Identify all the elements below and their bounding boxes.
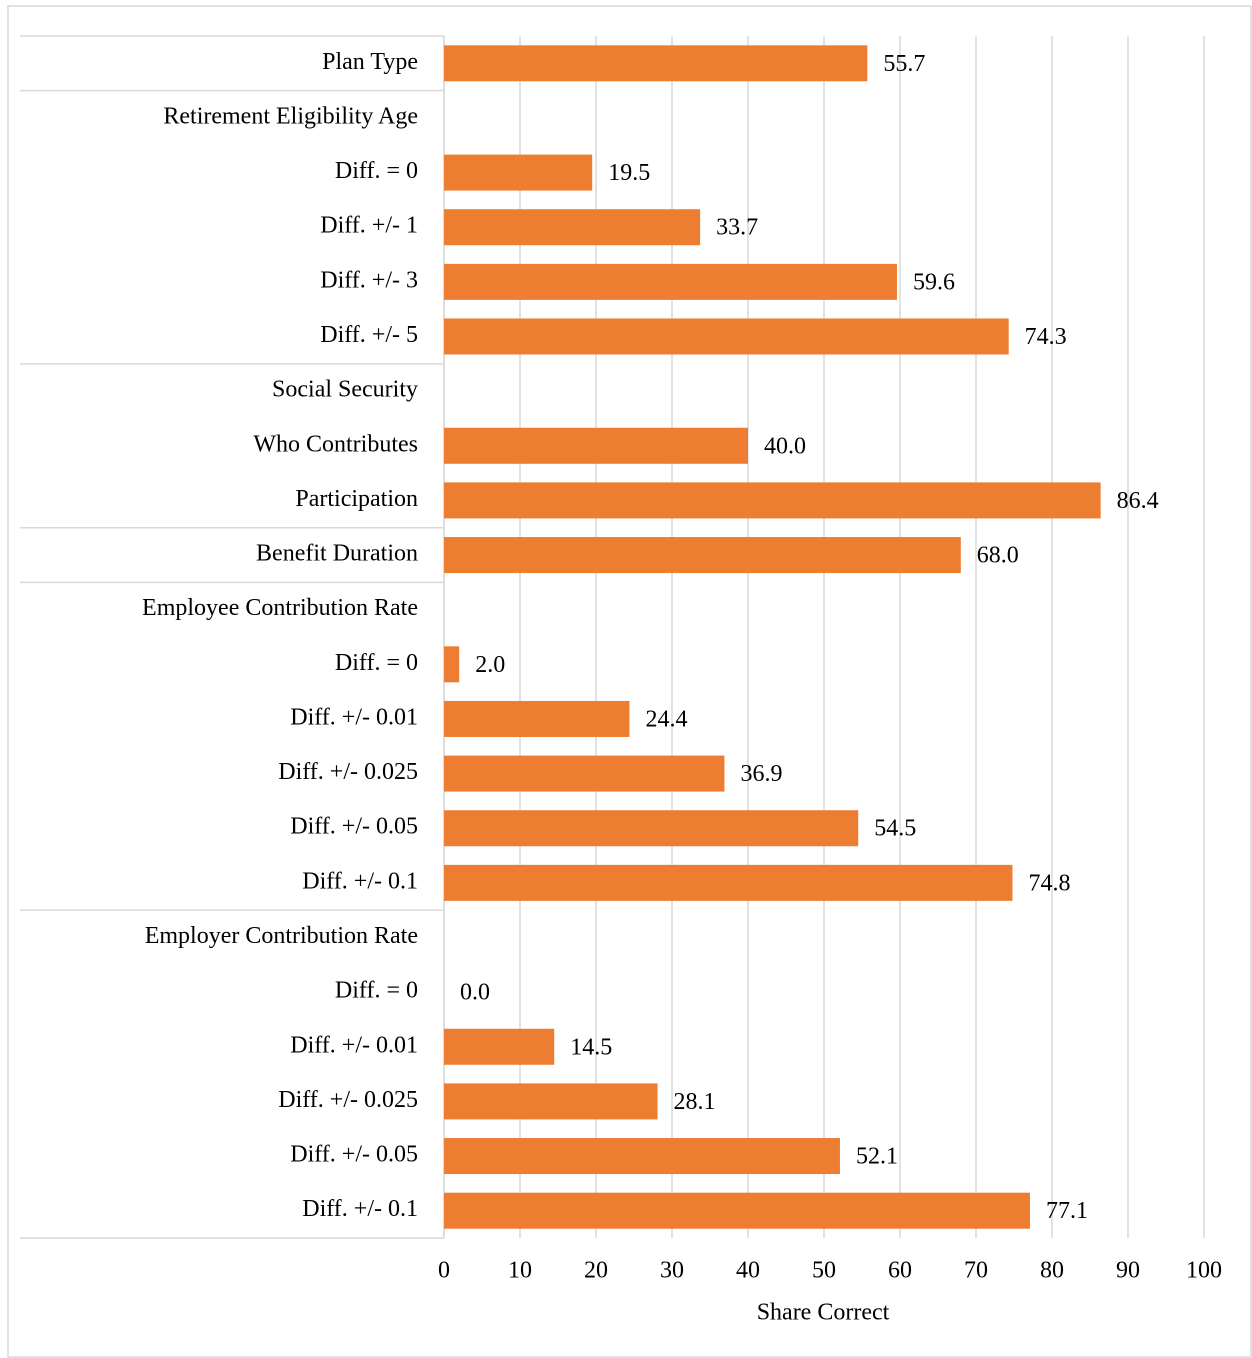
y-tick-label: Diff. +/- 0.01 <box>290 704 418 730</box>
y-tick-label: Diff. +/- 0.05 <box>290 814 418 840</box>
y-tick-label: Employer Contribution Rate <box>145 923 418 949</box>
x-tick-label: 50 <box>812 1258 836 1284</box>
x-axis-title: Share Correct <box>757 1300 890 1326</box>
bar <box>444 1083 658 1120</box>
x-tick-label: 40 <box>736 1258 760 1284</box>
y-tick-label: Plan Type <box>322 49 418 75</box>
bar <box>444 154 593 191</box>
data-label: 86.4 <box>1117 488 1159 514</box>
y-tick-label: Social Security <box>272 377 418 403</box>
y-tick-label: Diff. = 0 <box>335 650 418 676</box>
bar <box>444 209 701 246</box>
y-tick-label: Employee Contribution Rate <box>142 595 418 621</box>
bar <box>444 1138 840 1175</box>
y-tick-label: Diff. +/- 0.1 <box>302 868 418 894</box>
data-label: 28.1 <box>674 1089 716 1115</box>
x-tick-label: 10 <box>508 1258 532 1284</box>
y-tick-label: Diff. +/- 0.01 <box>290 1032 418 1058</box>
bar <box>444 864 1013 901</box>
x-tick-label: 70 <box>964 1258 988 1284</box>
bar <box>444 263 897 300</box>
bar <box>444 482 1101 519</box>
data-label: 14.5 <box>570 1034 612 1060</box>
data-label: 74.8 <box>1028 870 1070 896</box>
bar <box>444 537 961 574</box>
y-tick-label: Diff. +/- 1 <box>320 213 418 239</box>
chart-frame <box>7 5 1252 1358</box>
y-tick-label: Diff. +/- 0.025 <box>278 1087 418 1113</box>
data-label: 33.7 <box>716 215 758 241</box>
y-tick-label: Diff. +/- 5 <box>320 322 418 348</box>
data-label: 52.1 <box>856 1144 898 1170</box>
data-label: 54.5 <box>874 816 916 842</box>
bar <box>444 755 725 792</box>
y-tick-label: Diff. = 0 <box>335 158 418 184</box>
data-label: 36.9 <box>740 761 782 787</box>
data-label: 2.0 <box>475 652 505 678</box>
bar <box>444 45 868 82</box>
bar <box>444 810 859 847</box>
data-label: 68.0 <box>977 543 1019 569</box>
y-tick-label: Diff. = 0 <box>335 978 418 1004</box>
x-tick-label: 80 <box>1040 1258 1064 1284</box>
data-label: 19.5 <box>608 160 650 186</box>
y-tick-label: Participation <box>295 486 418 512</box>
y-tick-label: Diff. +/- 0.05 <box>290 1142 418 1168</box>
x-tick-label: 100 <box>1186 1258 1222 1284</box>
data-label: 55.7 <box>883 51 925 77</box>
x-tick-label: 30 <box>660 1258 684 1284</box>
data-label: 24.4 <box>645 706 687 732</box>
x-tick-label: 20 <box>584 1258 608 1284</box>
x-tick-label: 90 <box>1116 1258 1140 1284</box>
data-label: 74.3 <box>1025 324 1067 350</box>
bar <box>444 700 630 737</box>
x-tick-label: 60 <box>888 1258 912 1284</box>
bar <box>444 318 1009 355</box>
y-tick-label: Diff. +/- 0.025 <box>278 759 418 785</box>
data-label: 0.0 <box>460 980 490 1006</box>
bar <box>444 646 460 683</box>
x-tick-label: 0 <box>438 1258 450 1284</box>
bar <box>444 1192 1030 1229</box>
y-tick-label: Diff. +/- 0.1 <box>302 1196 418 1222</box>
y-tick-label: Diff. +/- 3 <box>320 267 418 293</box>
data-label: 40.0 <box>764 433 806 459</box>
bar <box>444 427 748 464</box>
data-label: 77.1 <box>1046 1198 1088 1224</box>
y-tick-label: Retirement Eligibility Age <box>163 103 418 129</box>
bar <box>444 1028 555 1065</box>
y-tick-label: Benefit Duration <box>256 541 418 567</box>
data-label: 59.6 <box>913 269 955 295</box>
y-tick-label: Who Contributes <box>253 431 418 457</box>
